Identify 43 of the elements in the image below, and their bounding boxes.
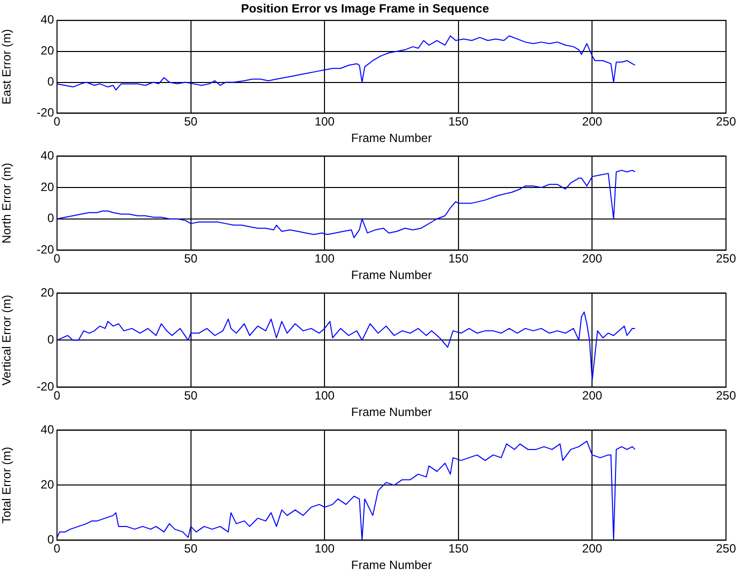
x-tick-label: 50 (184, 252, 198, 266)
y-tick-label: -20 (36, 106, 54, 120)
x-tick-label: 250 (716, 252, 736, 266)
y-axis-title: North Error (m) (0, 162, 14, 244)
x-tick-label: 150 (448, 114, 469, 129)
x-tick-label: 200 (582, 114, 603, 129)
y-tick-label: 0 (47, 532, 54, 547)
x-axis-title: Frame Number (351, 558, 432, 572)
x-tick-label: 150 (448, 252, 469, 266)
y-axis-title: Vertical Error (m) (0, 294, 14, 386)
y-tick-label: 40 (40, 422, 54, 437)
x-tick-label: 250 (716, 388, 736, 403)
x-tick-label: 250 (716, 114, 736, 129)
y-tick-label: -20 (36, 380, 54, 394)
x-tick-label: 200 (582, 542, 603, 556)
y-tick-label: 20 (40, 286, 54, 300)
x-axis-title: Frame Number (351, 268, 432, 282)
x-tick-label: 100 (314, 114, 335, 129)
y-tick-label: 40 (40, 12, 54, 27)
chart-title: Position Error vs Image Frame in Sequence (240, 2, 490, 16)
x-tick-label: 50 (184, 542, 198, 556)
y-tick-label: 20 (40, 478, 54, 492)
x-tick-label: 50 (184, 388, 198, 403)
x-tick-label: 200 (582, 388, 603, 403)
x-tick-label: 150 (448, 542, 469, 556)
x-axis-title: Frame Number (351, 405, 432, 420)
x-tick-label: 150 (448, 388, 469, 403)
y-tick-label: -20 (36, 242, 54, 257)
x-tick-label: 100 (314, 542, 335, 556)
x-tick-label: 100 (314, 388, 335, 403)
y-tick-label: 20 (40, 44, 54, 58)
x-tick-label: 100 (314, 252, 335, 266)
y-tick-label: 40 (40, 148, 54, 163)
x-tick-label: 250 (716, 542, 736, 556)
x-tick-label: 200 (582, 252, 603, 266)
y-tick-label: 0 (47, 74, 54, 89)
y-tick-label: 0 (47, 332, 54, 347)
y-tick-label: 20 (40, 180, 54, 194)
y-axis-title: East Error (m) (0, 29, 14, 104)
y-axis-title: Total Error (m) (0, 446, 14, 524)
y-tick-label: 0 (47, 211, 54, 226)
x-axis-title: Frame Number (351, 131, 432, 146)
x-tick-label: 50 (184, 114, 198, 129)
